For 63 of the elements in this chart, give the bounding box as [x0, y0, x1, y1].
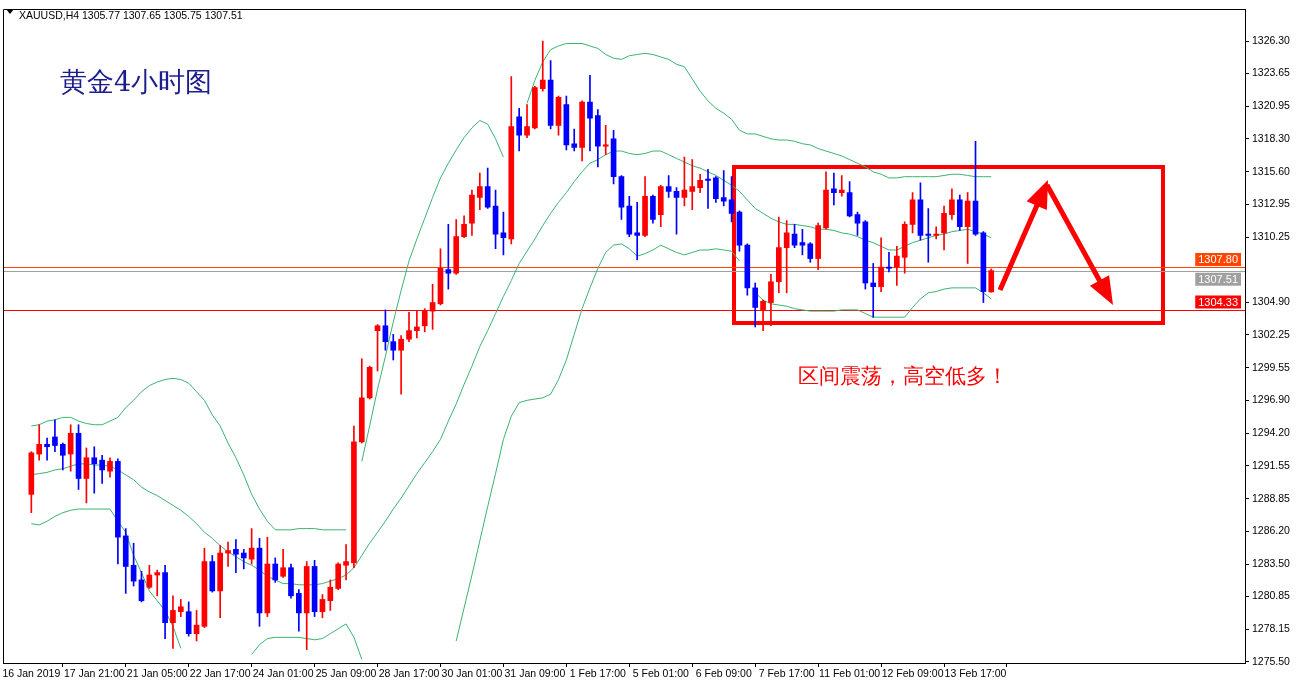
x-tick-label: 31 Jan 09:00	[504, 667, 566, 680]
y-tick-label: 1320.95	[1252, 99, 1291, 112]
candlestick	[587, 74, 593, 152]
y-tick-label: 1288.85	[1252, 491, 1291, 504]
y-tick-label: 1302.25	[1252, 327, 1291, 340]
x-tick-label: 7 Feb 17:00	[758, 667, 815, 680]
x-tick-label: 21 Jan 05:00	[126, 667, 188, 680]
ref-line-label: 1304.33	[1198, 295, 1238, 308]
candlestick	[36, 424, 43, 461]
ref-line-label: 1307.80	[1198, 253, 1238, 266]
ref-line-label: 1307.51	[1198, 272, 1238, 285]
x-tick-label: 25 Jan 09:00	[315, 667, 377, 680]
y-tick-label: 1278.15	[1252, 622, 1291, 635]
candlestick	[343, 544, 349, 581]
y-tick-label: 1312.95	[1252, 197, 1291, 210]
x-tick-label: 5 Feb 01:00	[632, 667, 689, 680]
y-tick-label: 1299.55	[1252, 360, 1291, 373]
y-tick-label: 1315.60	[1252, 164, 1291, 177]
candlestick	[838, 175, 845, 197]
candlestick	[233, 539, 239, 573]
x-tick-label: 22 Jan 17:00	[189, 667, 251, 680]
candlestick	[154, 569, 161, 597]
y-tick-label: 1286.20	[1252, 523, 1291, 536]
x-tick-label: 6 Feb 09:00	[695, 667, 752, 680]
y-tick-label: 1304.90	[1252, 295, 1291, 308]
x-tick-label: 11 Feb 01:00	[819, 667, 881, 680]
x-tick-label: 13 Feb 17:00	[944, 667, 1007, 680]
y-tick-label: 1310.25	[1252, 230, 1291, 243]
x-tick-label: 17 Jan 21:00	[63, 667, 125, 680]
y-tick-label: 1318.30	[1252, 131, 1291, 144]
candlestick	[783, 220, 790, 294]
candlestick	[225, 541, 231, 567]
y-tick-label: 1275.50	[1252, 654, 1291, 667]
y-tick-label: 1326.30	[1252, 33, 1291, 46]
candlestick	[831, 172, 837, 206]
x-tick-label: 16 Jan 2019	[2, 667, 61, 680]
annotation: 区间震荡，高空低多！	[798, 363, 1008, 390]
candlestick	[689, 159, 696, 211]
candlestick	[705, 169, 711, 209]
y-tick-label: 1296.90	[1252, 393, 1291, 406]
chart-subtitle: XAUUSD,H4 1305.77 1307.65 1305.75 1307.51	[19, 9, 243, 21]
candlestick	[720, 170, 727, 207]
y-tick-label: 1280.85	[1252, 589, 1291, 602]
y-tick-label: 1291.55	[1252, 458, 1291, 471]
candlestick	[634, 202, 641, 261]
candlestick	[91, 446, 98, 494]
x-tick-label: 12 Feb 09:00	[881, 667, 944, 680]
candlestick	[398, 335, 404, 395]
x-tick-label: 30 Jan 01:00	[441, 667, 503, 680]
candlestick	[925, 208, 932, 263]
candlestick	[933, 226, 939, 240]
y-tick-label: 1294.20	[1252, 426, 1291, 439]
candlestick	[170, 595, 176, 649]
x-tick-label: 28 Jan 17:00	[378, 667, 440, 680]
x-tick-label: 1 Feb 17:00	[569, 667, 627, 680]
y-tick-label: 1323.65	[1252, 66, 1291, 79]
candlestick	[886, 252, 892, 273]
text: 黄金4小时图	[60, 65, 213, 99]
candlestick	[44, 437, 50, 461]
candlestick	[539, 40, 546, 92]
x-tick-label: 24 Jan 01:00	[252, 667, 314, 680]
y-tick-label: 1283.50	[1252, 556, 1291, 569]
candlestick	[870, 263, 877, 318]
